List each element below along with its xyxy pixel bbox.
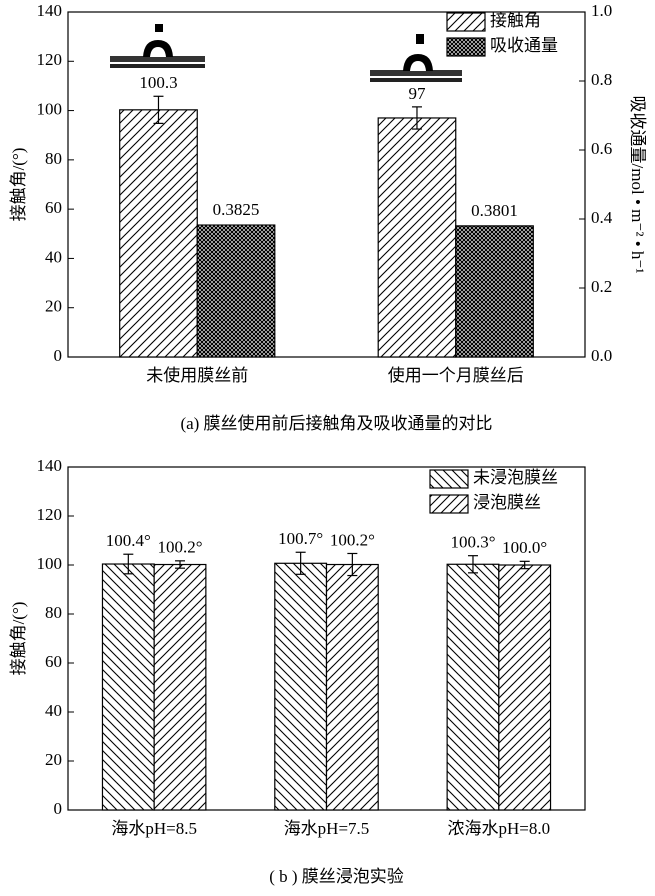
y-tick-label: 80 (45, 603, 62, 622)
data-label: 0.3801 (471, 201, 518, 220)
chart-caption: ( b ) 膜丝浸泡实验 (269, 867, 404, 886)
bar (153, 563, 207, 811)
y-tick-label: 60 (45, 652, 62, 671)
x-tick-label: 使用一个月膜丝后 (388, 365, 524, 385)
y-tick-label: 0 (54, 346, 63, 365)
legend-swatch (446, 12, 486, 32)
y2-tick-label: 0.0 (591, 346, 612, 365)
bar (325, 563, 379, 811)
bar (101, 563, 155, 811)
y-tick-label: 20 (45, 297, 62, 316)
y-tick-label: 40 (45, 701, 62, 720)
bar (196, 224, 276, 358)
bar (119, 109, 198, 358)
x-tick-label: 海水pH=8.5 (111, 819, 197, 838)
y-tick-label: 120 (37, 50, 63, 69)
bar (274, 562, 328, 811)
droplet-image (370, 34, 462, 82)
y2-tick-label: 0.6 (591, 139, 612, 158)
bar (446, 563, 500, 811)
bar (455, 225, 534, 358)
y2-tick-label: 1.0 (591, 1, 612, 20)
legend-swatch (446, 37, 486, 57)
data-label: 100.0° (502, 538, 547, 557)
y-tick-label: 140 (37, 1, 63, 20)
data-label: 100.3 (139, 73, 177, 92)
legend-label: 接触角 (490, 11, 541, 30)
y-tick-label: 80 (45, 149, 62, 168)
x-tick-label: 未使用膜丝前 (146, 365, 248, 385)
data-label: 97 (408, 84, 426, 103)
data-label: 100.4° (106, 531, 151, 550)
y-tick-label: 120 (37, 505, 63, 524)
chart-caption: (a) 膜丝使用前后接触角及吸收通量的对比 (180, 413, 492, 433)
y-axis-label: 接触角/(°) (9, 602, 28, 676)
plot-frame (67, 11, 586, 358)
legend-swatch (429, 469, 469, 489)
droplet-image (110, 24, 205, 68)
bar (498, 564, 552, 811)
y-tick-label: 0 (54, 799, 63, 818)
y-tick-label: 40 (45, 247, 62, 266)
y-tick-label: 60 (45, 198, 62, 217)
legend-label: 浸泡膜丝 (473, 493, 541, 512)
legend-swatch (429, 494, 469, 514)
data-label: 0.3825 (213, 200, 260, 219)
x-tick-label: 浓海水pH=8.0 (448, 819, 551, 838)
y-tick-label: 100 (37, 554, 63, 573)
legend-label: 未浸泡膜丝 (473, 468, 558, 487)
y2-tick-label: 0.8 (591, 70, 612, 89)
y-axis-label: 接触角/(°) (9, 148, 28, 222)
y2-axis-label: 吸收通量/mol • m⁻² • h⁻¹ (628, 96, 647, 274)
data-label: 100.2° (330, 530, 375, 549)
y-tick-label: 140 (37, 456, 63, 475)
y2-tick-label: 0.2 (591, 277, 612, 296)
x-tick-label: 海水pH=7.5 (284, 819, 370, 838)
y2-tick-label: 0.4 (591, 208, 613, 227)
data-label: 100.2° (157, 538, 202, 557)
bar (377, 117, 457, 358)
y-tick-label: 100 (37, 99, 63, 118)
y-tick-label: 20 (45, 750, 62, 769)
data-label: 100.7° (278, 529, 323, 548)
data-label: 100.3° (450, 533, 495, 552)
legend-label: 吸收通量 (490, 36, 558, 55)
